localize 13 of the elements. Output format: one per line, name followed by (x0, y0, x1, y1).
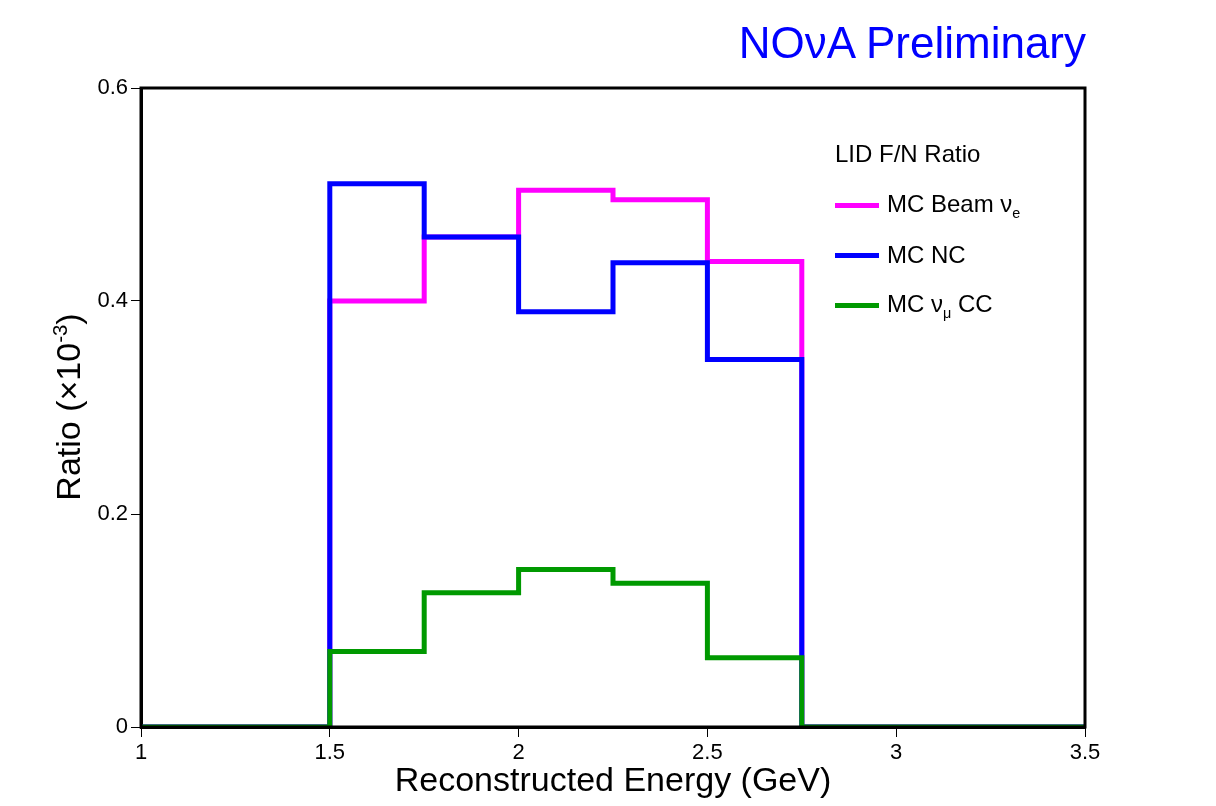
y-tick-label: 0.6 (97, 74, 128, 100)
legend-label: MC ν$_{μ}$ CC (887, 289, 993, 321)
y-tick-label: 0.2 (97, 500, 128, 526)
y-tick-label: 0.4 (97, 287, 128, 313)
legend-label: MC NC (887, 241, 966, 269)
chart-title: NOνA Preliminary (738, 18, 1086, 68)
legend-label: MC Beam ν$_{e}$ (887, 189, 1021, 221)
y-tick-label: 0 (115, 713, 128, 739)
x-tick-label: 1 (134, 739, 148, 765)
x-tick-label: 3 (890, 739, 903, 765)
x-tick-label: 1.5 (314, 739, 346, 765)
x-tick-label: 3.5 (1069, 739, 1101, 765)
legend-title: LID F/N Ratio (835, 140, 982, 168)
